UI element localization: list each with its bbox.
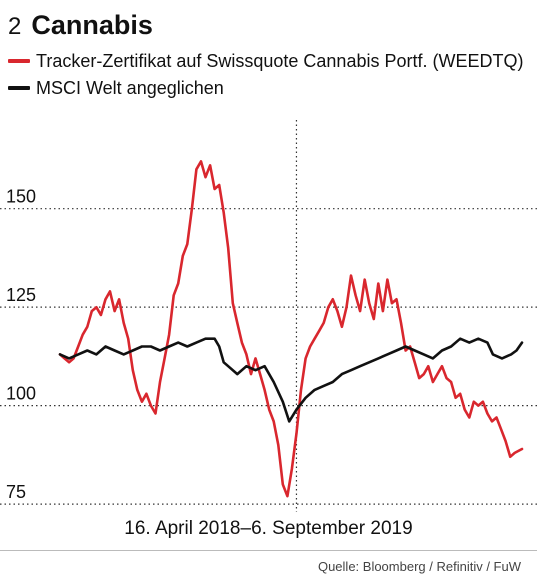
chart-title: Cannabis [31, 10, 153, 40]
line-chart: 75 100 125 150 [0, 120, 537, 512]
source-note: Quelle: Bloomberg / Refinitiv / FuW [317, 559, 521, 574]
legend-item-msci: MSCI Welt angeglichen [8, 76, 529, 100]
series-line-weedtq [58, 160, 524, 498]
divider [0, 550, 537, 551]
legend-label-weedtq: Tracker-Zertifikat auf Swissquote Cannab… [36, 51, 524, 71]
legend: Tracker-Zertifikat auf Swissquote Cannab… [8, 49, 529, 100]
legend-label-msci: MSCI Welt angeglichen [36, 78, 224, 98]
y-tick-label-150: 150 [6, 187, 36, 207]
y-tick-label-125: 125 [6, 285, 36, 305]
legend-swatch-msci [8, 86, 30, 90]
chart-area: 75 100 125 150 [0, 120, 537, 515]
chart-number: 2 [8, 13, 22, 40]
y-tick-label-75: 75 [6, 482, 26, 502]
chart-header: 2 Cannabis Tracker-Zertifikat auf Swissq… [8, 10, 529, 103]
legend-swatch-weedtq [8, 59, 30, 63]
title-row: 2 Cannabis [8, 10, 529, 41]
y-tick-label-100: 100 [6, 384, 36, 404]
series-line-msci [58, 337, 524, 423]
period-label: 16. April 2018–6. September 2019 [124, 518, 413, 539]
legend-item-weedtq: Tracker-Zertifikat auf Swissquote Cannab… [8, 49, 529, 73]
